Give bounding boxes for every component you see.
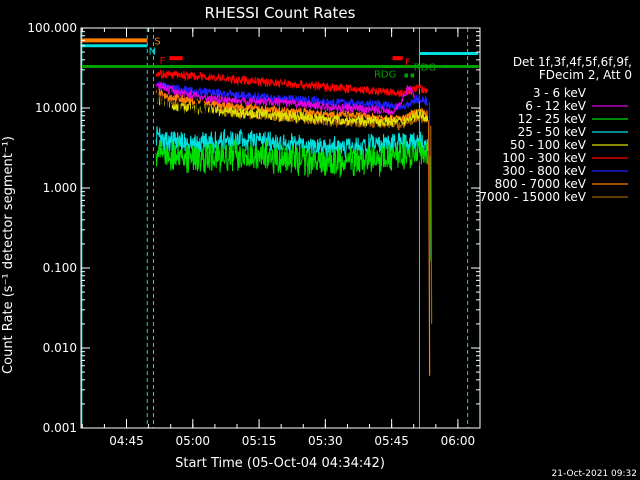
- legend-label: 300 - 800 keV: [502, 164, 586, 178]
- annotation-label-0: S: [154, 36, 160, 47]
- x-tick-label: 05:00: [175, 434, 210, 448]
- y-tick-label: 10.000: [35, 101, 77, 115]
- legend-label: 12 - 25 keV: [518, 112, 587, 126]
- legend-label: 3 - 6 keV: [533, 86, 587, 100]
- annotation-label-2: F: [160, 56, 166, 67]
- y-tick-label: 0.100: [43, 261, 77, 275]
- x-axis-label: Start Time (05-Oct-04 04:34:42): [175, 456, 385, 471]
- series-line-6: [155, 81, 429, 111]
- y-tick-label: 100.000: [27, 21, 77, 35]
- legend-label: 100 - 300 keV: [502, 151, 586, 165]
- decay-streak-brown: [430, 125, 433, 324]
- chart-series: [155, 69, 433, 376]
- y-tick-label: 0.010: [43, 341, 77, 355]
- annotation-label-4: RDG: [374, 69, 396, 80]
- annotation-label-1: N: [149, 47, 156, 58]
- chart-title: RHESSI Count Rates: [205, 4, 356, 22]
- legend-label: 25 - 50 keV: [518, 125, 587, 139]
- legend-label: 6 - 12 keV: [525, 99, 587, 113]
- chart-axes: 0.001 0.010 0.100 1.000 10.000 100.000 04:45 05…: [27, 21, 481, 448]
- legend-label: 50 - 100 keV: [510, 138, 587, 152]
- series-line-5: [155, 69, 429, 98]
- footer-timestamp: 21-Oct-2021 09:32: [552, 469, 637, 479]
- legend-label: 800 - 7000 keV: [495, 177, 587, 191]
- legend-header-line-2: FDecim 2, Att 0: [539, 68, 632, 82]
- legend-label: 7000 - 15000 keV: [479, 190, 586, 204]
- series-line-2: [155, 137, 429, 178]
- decay-streak-orange: [428, 120, 431, 376]
- x-tick-label: 05:45: [374, 434, 409, 448]
- x-tick-label: 06:00: [441, 434, 476, 448]
- x-tick-label: 05:15: [242, 434, 277, 448]
- y-tick-label: 1.000: [43, 181, 77, 195]
- x-tick-label: 04:45: [109, 434, 144, 448]
- y-tick-label: 0.001: [43, 421, 77, 435]
- legend-header-line-1: Det 1f,3f,4f,5f,6f,9f,: [513, 55, 632, 69]
- annotation-label-5: RDG: [414, 63, 436, 74]
- series-line-3: [155, 126, 429, 158]
- y-axis-label: Count Rate (s⁻¹ detector segment⁻¹): [1, 136, 16, 374]
- annotation-label-3: F: [405, 58, 411, 69]
- plot-frame: [80, 27, 481, 429]
- series-line-1: [155, 81, 415, 116]
- x-tick-label: 05:30: [308, 434, 343, 448]
